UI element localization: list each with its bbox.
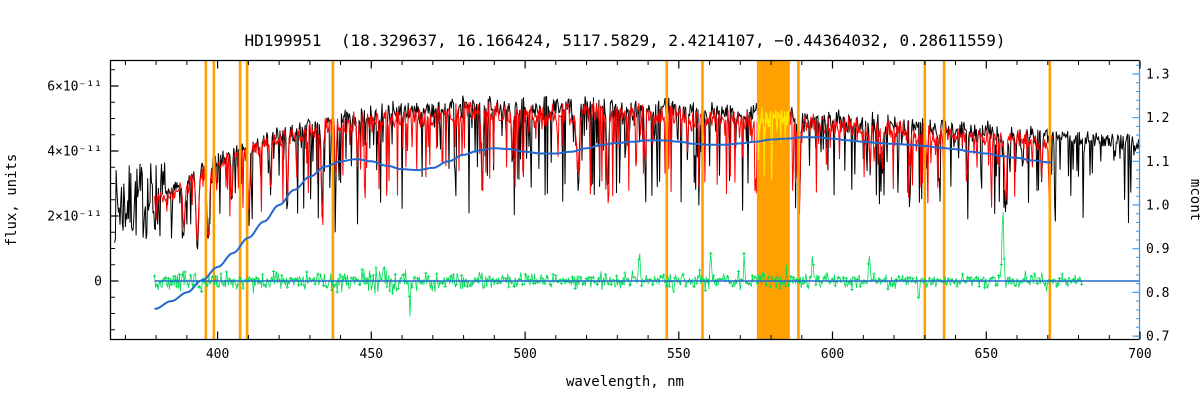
flux-tick-label: 0: [94, 275, 102, 290]
mcont-tick-label: 0.9: [1146, 242, 1169, 257]
flux-tick-label: 4×10⁻¹¹: [47, 145, 102, 160]
mcont-tick-label: 0.8: [1146, 286, 1169, 301]
masked-band: [756, 60, 790, 340]
template-spectrum: [154, 101, 1053, 241]
mcont-tick-label: 1.0: [1146, 199, 1169, 214]
x-major-ticks: [217, 60, 1141, 340]
y-axis-label-left: flux, units: [4, 154, 20, 247]
plot-layers: 400 450 500 550 600 650 700 0 2×10⁻¹¹ 4×10⁻¹¹ 6×10…: [47, 59, 1169, 362]
mcont-tick-label: 1.1: [1146, 155, 1169, 170]
plot-title: HD199951 (18.329637, 16.166424, 5117.582…: [245, 31, 1006, 50]
marker-lines: [204, 60, 1052, 340]
residuals-line: [154, 212, 1082, 317]
flux-tick-label: 6×10⁻¹¹: [47, 80, 102, 95]
flux-tick-label: 2×10⁻¹¹: [47, 210, 102, 225]
mcont-curve: [154, 136, 1052, 310]
flux-major-ticks: [110, 85, 119, 282]
mcont-tick-label: 1.2: [1146, 111, 1169, 126]
x-tick-label: 650: [975, 347, 998, 362]
x-tick-label: 550: [667, 347, 690, 362]
observed-spectrum: [114, 95, 1141, 250]
x-tick-label: 600: [821, 347, 844, 362]
x-axis-label: wavelength, nm: [566, 374, 684, 390]
mcont-tick-label: 1.3: [1146, 68, 1169, 83]
mcont-tick-label: 0.7: [1146, 330, 1169, 345]
x-tick-label: 500: [513, 347, 536, 362]
plot-frame: [109, 59, 1140, 341]
x-minor-ticks: [124, 60, 1110, 340]
y-axis-label-right: mcont: [1187, 179, 1200, 221]
flux-minor-ticks: [110, 69, 115, 331]
x-tick-label: 700: [1128, 347, 1151, 362]
band-spectrum: [757, 106, 790, 181]
mcont-minor-ticks: [1136, 64, 1140, 328]
mcont-major-ticks: [1132, 73, 1140, 337]
x-tick-label: 400: [206, 347, 229, 362]
x-tick-label: 450: [360, 347, 383, 362]
